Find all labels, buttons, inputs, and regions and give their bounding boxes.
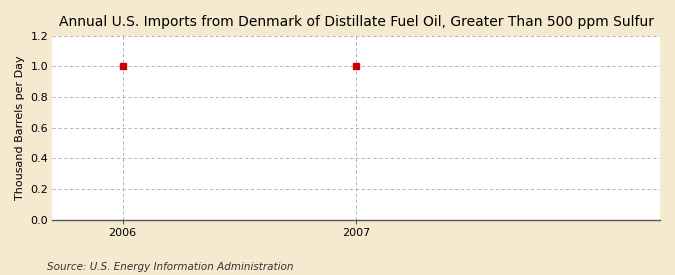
Text: Source: U.S. Energy Information Administration: Source: U.S. Energy Information Administ… [47, 262, 294, 272]
Y-axis label: Thousand Barrels per Day: Thousand Barrels per Day [15, 55, 25, 200]
Title: Annual U.S. Imports from Denmark of Distillate Fuel Oil, Greater Than 500 ppm Su: Annual U.S. Imports from Denmark of Dist… [59, 15, 653, 29]
